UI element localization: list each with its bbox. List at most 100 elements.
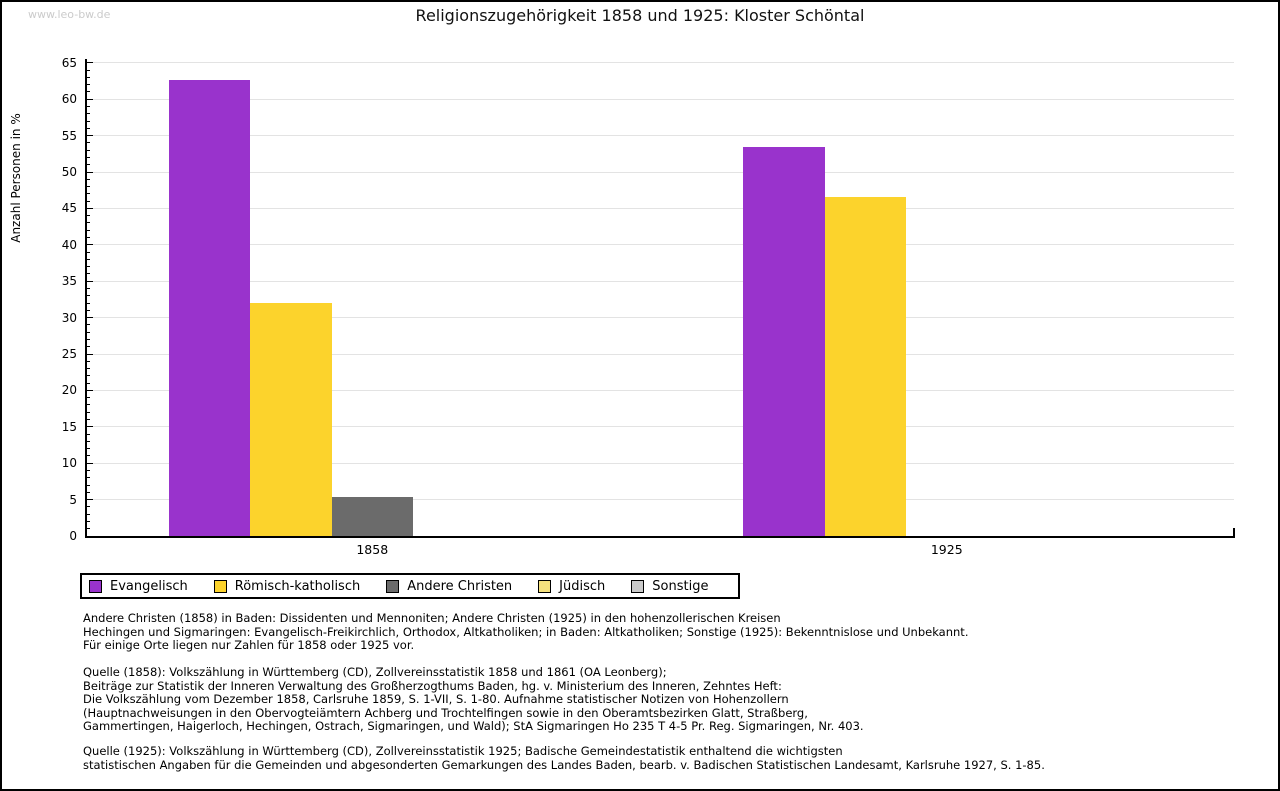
y-minor-tick — [87, 484, 90, 486]
y-major-tick — [87, 499, 93, 501]
y-minor-tick — [87, 433, 90, 435]
y-minor-tick — [87, 469, 90, 471]
y-minor-tick — [87, 368, 90, 370]
y-minor-tick — [87, 448, 90, 450]
legend-item-evangelisch: Evangelisch — [89, 579, 188, 594]
y-minor-tick — [87, 69, 90, 71]
legend-swatch-icon — [538, 579, 552, 593]
y-minor-tick — [87, 331, 90, 333]
y-minor-tick — [87, 295, 90, 297]
y-minor-tick — [87, 251, 90, 253]
gridline — [85, 462, 1234, 464]
y-tick-label: 45 — [61, 201, 77, 216]
y-minor-tick — [87, 142, 90, 144]
y-major-tick — [87, 207, 93, 209]
legend-item-sonstige: Sonstige — [631, 579, 708, 594]
y-minor-tick — [87, 258, 90, 260]
y-tick-label: 5 — [69, 492, 77, 507]
bar-evangelisch-1925 — [743, 146, 825, 536]
legend-label: Römisch-katholisch — [234, 578, 361, 594]
legend-label: Jüdisch — [559, 578, 606, 594]
y-major-tick — [87, 98, 93, 100]
y-minor-tick — [87, 477, 90, 479]
y-tick-label: 30 — [61, 310, 77, 325]
gridline — [85, 171, 1234, 173]
y-minor-tick — [87, 200, 90, 202]
legend-item-andere-christen: Andere Christen — [386, 579, 512, 594]
y-minor-tick — [87, 375, 90, 377]
y-tick-label: 35 — [61, 274, 77, 289]
y-tick-label: 55 — [61, 128, 77, 143]
y-tick-label: 50 — [61, 165, 77, 179]
legend: Evangelisch Römisch-katholisch Andere Chri… — [80, 573, 740, 599]
y-minor-tick — [87, 84, 90, 86]
x-category-label: 1858 — [356, 542, 389, 557]
y-minor-tick — [87, 105, 90, 107]
gridline — [85, 317, 1234, 319]
legend-swatch-icon — [213, 579, 227, 593]
y-tick-label: 65 — [61, 55, 77, 70]
y-major-tick — [87, 353, 93, 355]
y-minor-tick — [87, 309, 90, 311]
y-major-tick — [87, 244, 93, 246]
y-minor-tick — [87, 91, 90, 93]
y-minor-tick — [87, 520, 90, 522]
note-definitions: Andere Christen (1858) in Baden: Disside… — [83, 611, 969, 652]
note-source-1858: Quelle (1858): Volkszählung in Württembe… — [83, 665, 864, 733]
legend-swatch-icon — [631, 579, 645, 593]
chart-title: Religionszugehörigkeit 1858 und 1925: Kl… — [415, 6, 865, 25]
y-minor-tick — [87, 397, 90, 399]
x-axis-line — [85, 536, 1235, 538]
y-major-tick — [87, 426, 93, 428]
gridline — [85, 135, 1234, 137]
legend-swatch-icon — [386, 579, 400, 593]
gridline — [85, 62, 1234, 64]
bar-andere-christen-1858 — [331, 497, 413, 536]
y-minor-tick — [87, 528, 90, 530]
y-axis-title: Anzahl Personen in % — [9, 113, 23, 243]
x-category-label: 1925 — [930, 542, 963, 557]
y-minor-tick — [87, 404, 90, 406]
y-minor-tick — [87, 338, 90, 340]
y-minor-tick — [87, 302, 90, 304]
gridline — [85, 244, 1234, 246]
y-minor-tick — [87, 382, 90, 384]
y-minor-tick — [87, 193, 90, 195]
y-minor-tick — [87, 120, 90, 122]
y-tick-label: 25 — [61, 347, 77, 361]
y-tick-label: 60 — [61, 92, 77, 107]
y-axis-line — [85, 59, 87, 538]
bar-r-misch-katholisch-1925 — [824, 197, 906, 536]
legend-item-r-misch-katholisch: Römisch-katholisch — [213, 578, 361, 594]
y-minor-tick — [87, 491, 90, 493]
y-minor-tick — [87, 273, 90, 275]
bar-r-misch-katholisch-1858 — [250, 303, 332, 536]
y-major-tick — [87, 317, 93, 319]
gridline — [85, 389, 1234, 391]
legend-label: Evangelisch — [110, 578, 188, 594]
gridline — [85, 98, 1234, 100]
gridline — [85, 207, 1234, 209]
y-minor-tick — [87, 513, 90, 515]
y-tick-label: 10 — [61, 456, 77, 471]
y-major-tick — [87, 62, 93, 64]
y-major-tick — [87, 389, 93, 391]
y-minor-tick — [87, 411, 90, 413]
legend-item-j-disch: Jüdisch — [538, 579, 605, 594]
y-minor-tick — [87, 346, 90, 348]
y-tick-label: 20 — [61, 383, 77, 398]
y-minor-tick — [87, 76, 90, 78]
y-minor-tick — [87, 149, 90, 151]
y-minor-tick — [87, 186, 90, 188]
y-minor-tick — [87, 113, 90, 115]
y-major-tick — [87, 171, 93, 173]
gridline — [85, 353, 1234, 355]
y-minor-tick — [87, 229, 90, 231]
legend-swatch-icon — [89, 579, 102, 593]
y-minor-tick — [87, 287, 90, 289]
gridline — [85, 426, 1234, 428]
y-major-tick — [87, 135, 93, 137]
legend-label: Andere Christen — [407, 578, 513, 594]
legend-label: Sonstige — [652, 578, 709, 594]
